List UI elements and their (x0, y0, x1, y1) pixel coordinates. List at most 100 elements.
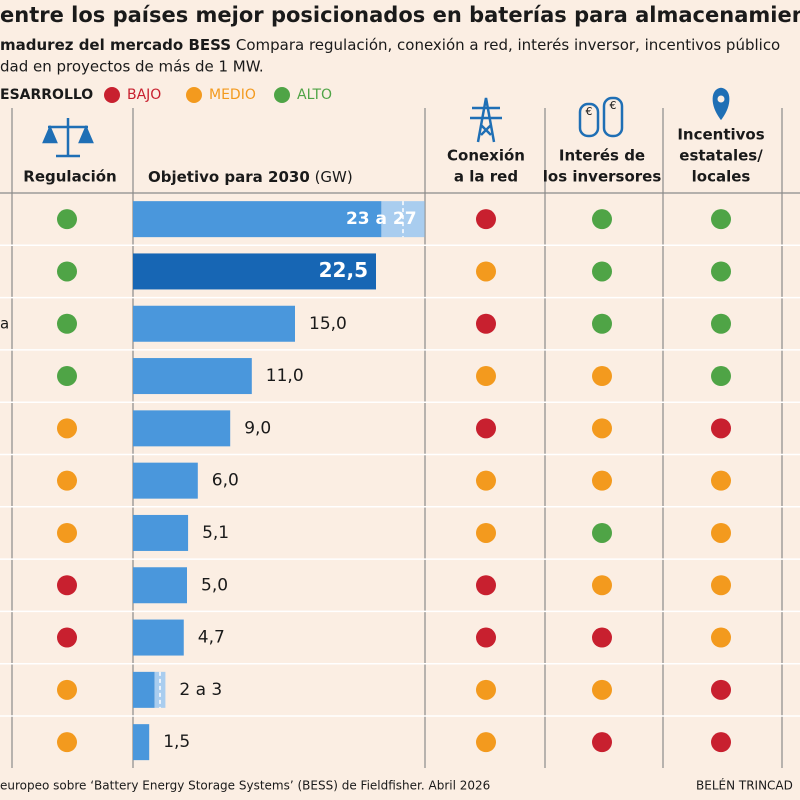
status-dot (711, 575, 731, 596)
status-dot (592, 418, 612, 439)
status-dot (476, 313, 496, 334)
bar-label: 11,0 (266, 366, 304, 386)
status-dot (57, 575, 77, 596)
title: entre los países mejor posicionados en b… (0, 3, 800, 27)
bar (133, 619, 184, 656)
status-dot (592, 261, 612, 282)
bar (133, 358, 252, 395)
status-dot (711, 679, 731, 700)
bar-label: 22,5 (319, 258, 368, 282)
bar (133, 724, 150, 761)
status-dot (57, 366, 77, 387)
status-dot (711, 732, 731, 753)
status-dot (711, 470, 731, 491)
status-dot (57, 732, 77, 753)
column-header: los inversores (543, 168, 662, 186)
status-dot (592, 522, 612, 543)
status-dot (476, 627, 496, 648)
status-dot (711, 209, 731, 230)
svg-text:€: € (610, 99, 617, 112)
status-dot (711, 366, 731, 387)
author: BELÉN TRINCAD (696, 778, 793, 793)
status-dot (476, 470, 496, 491)
scales-icon (42, 118, 94, 158)
legend-dot (274, 87, 290, 103)
column-header-unit: (GW) (315, 168, 353, 186)
status-dot (711, 522, 731, 543)
source: europeo sobre ‘Battery Energy Storage Sy… (0, 779, 490, 793)
status-dot (476, 261, 496, 282)
bar (133, 410, 231, 447)
column-header: Objetivo para 2030 (GW) (148, 168, 353, 186)
column-header: a la red (454, 168, 518, 186)
status-dot (592, 209, 612, 230)
status-dot (476, 209, 496, 230)
status-dot (711, 261, 731, 282)
legend-title: ESARROLLO (0, 87, 93, 103)
column-header: Conexión (447, 147, 525, 165)
status-dot (57, 522, 77, 543)
svg-text:€: € (586, 105, 593, 118)
column-header: Incentivos (677, 126, 764, 144)
bar (133, 253, 376, 290)
subtitle-text: Compara regulación, conexión a red, inte… (236, 36, 780, 54)
rows: 23 a 27 22,5 a 15,0 11,0 9,0 6,0 5,1 5,0 4,7 2 a 3… (0, 201, 800, 761)
status-dot (57, 470, 77, 491)
status-dot (592, 366, 612, 387)
legend-label: BAJO (127, 87, 161, 103)
coins-icon: € € (578, 96, 624, 138)
bar-label: 15,0 (309, 314, 347, 334)
bar-label: 23 a 27 (346, 209, 417, 229)
icons: € € (42, 87, 730, 158)
bar (133, 514, 189, 551)
pin-icon (712, 87, 730, 121)
status-dot (57, 627, 77, 648)
status-dot (592, 313, 612, 334)
status-dot (592, 470, 612, 491)
bar (133, 305, 295, 342)
legend-dot (104, 87, 120, 103)
legend-label: MEDIO (209, 87, 256, 103)
bar-label: 6,0 (212, 471, 239, 491)
bar-label: 4,7 (198, 628, 225, 648)
status-dot (57, 313, 77, 334)
status-dot (592, 627, 612, 648)
bar (133, 567, 187, 604)
status-dot (476, 575, 496, 596)
status-dot (711, 627, 731, 648)
subtitle-bold: madurez del mercado BESS (0, 36, 231, 54)
column-header: estatales/ (679, 147, 763, 165)
bar-label: 1,5 (163, 732, 190, 752)
column-header: Regulación (23, 168, 116, 186)
subtitle: madurez del mercado BESS Compara regulac… (0, 36, 780, 54)
column-header-title: Objetivo para 2030 (148, 168, 310, 186)
legend-dot (186, 87, 202, 103)
legend-label: ALTO (297, 87, 332, 103)
status-dot (476, 679, 496, 700)
bar (133, 462, 198, 499)
row-label: a (0, 314, 9, 332)
status-dot (57, 261, 77, 282)
status-dot (57, 679, 77, 700)
status-dot (592, 575, 612, 596)
status-dot (57, 418, 77, 439)
status-dot (476, 522, 496, 543)
status-dot (476, 366, 496, 387)
status-dot (57, 209, 77, 230)
bar-label: 2 a 3 (179, 680, 222, 700)
bar (133, 671, 155, 708)
status-dot (592, 679, 612, 700)
column-header: Interés de (559, 147, 645, 165)
status-dot (476, 418, 496, 439)
subtitle-line: dad en proyectos de más de 1 MW. (0, 58, 264, 76)
pylon-icon (470, 97, 502, 143)
status-dot (476, 732, 496, 753)
column-headers: Conexión a la red Interés de los inversores… (447, 126, 765, 186)
bar-label: 5,0 (201, 575, 228, 595)
bar-label: 9,0 (244, 418, 271, 438)
bar-label: 5,1 (202, 523, 229, 543)
column-header: locales (692, 168, 751, 186)
status-dot (592, 732, 612, 753)
